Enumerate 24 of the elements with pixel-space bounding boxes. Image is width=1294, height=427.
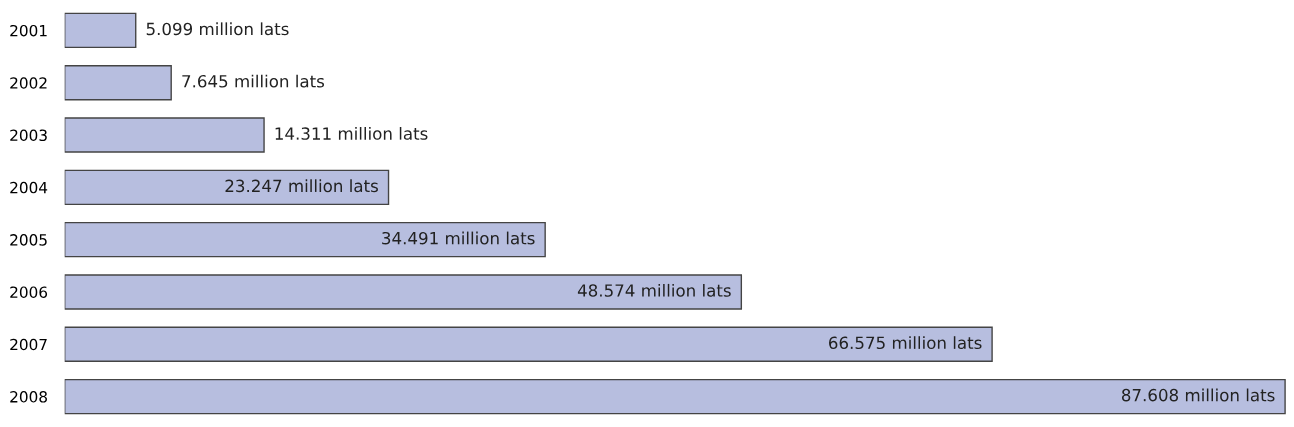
data-label: 66.575 million lats — [829, 336, 982, 350]
data-label: 48.574 million lats — [577, 283, 731, 297]
y-tick-label: 2008 — [10, 391, 47, 403]
bar — [64, 274, 743, 310]
y-tick-label: 2003 — [10, 129, 47, 142]
bar — [64, 65, 172, 101]
y-tick-label: 2005 — [10, 234, 47, 246]
y-tick-label: 2002 — [10, 77, 47, 89]
data-label: 7.645 million lats — [182, 74, 325, 88]
bar — [64, 378, 1286, 415]
y-tick-label: 2006 — [10, 286, 48, 298]
y-tick-label: 2001 — [10, 24, 47, 37]
bar — [64, 221, 546, 258]
bar — [64, 169, 390, 206]
data-label: 34.491 million lats — [382, 231, 535, 245]
bar — [64, 326, 993, 362]
y-tick-label: 2007 — [10, 338, 47, 351]
bar — [64, 12, 137, 49]
data-label: 87.608 million lats — [1121, 388, 1275, 402]
data-label: 14.311 million lats — [275, 126, 428, 140]
data-label: 5.099 million lats — [146, 22, 289, 36]
bar — [64, 117, 265, 153]
y-tick-label: 2004 — [10, 181, 48, 194]
data-label: 23.247 million lats — [225, 179, 378, 193]
